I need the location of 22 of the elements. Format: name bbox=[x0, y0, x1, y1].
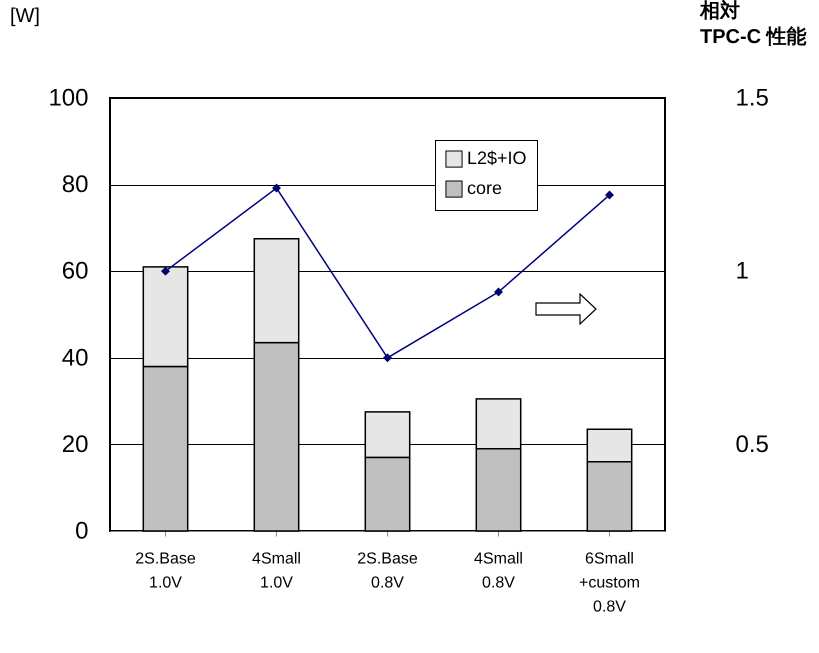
y2-tick-label: 1.5 bbox=[736, 84, 769, 112]
y2-tick-label: 0.5 bbox=[736, 430, 769, 458]
y-tick-label: 20 bbox=[62, 430, 88, 458]
y-tick-label: 0 bbox=[75, 518, 88, 544]
x-tick-label: 4Small 1.0V bbox=[252, 550, 301, 592]
y-tick-label: 100 bbox=[48, 84, 88, 112]
y-tick-label: 80 bbox=[62, 171, 88, 198]
y-axis-title: [W] bbox=[10, 5, 40, 27]
point bbox=[161, 266, 170, 276]
y2-tick-label: 1 bbox=[736, 258, 749, 285]
legend-label: L2$+IO bbox=[467, 148, 527, 168]
point bbox=[494, 288, 503, 296]
point bbox=[383, 353, 392, 362]
point bbox=[605, 190, 614, 200]
x-tick-label: 4Small 0.8V bbox=[474, 550, 523, 592]
x-tick-label: 2S.Base 0.8V bbox=[357, 550, 418, 592]
y-tick-label: 60 bbox=[62, 258, 88, 285]
point bbox=[272, 184, 281, 192]
y-tick-label: 40 bbox=[62, 344, 88, 372]
legend-label: core bbox=[467, 178, 502, 198]
x-tick-label: 6Small +custom 0.8V bbox=[579, 550, 640, 616]
x-tick-label: 2S.Base 1.0V bbox=[135, 550, 196, 592]
